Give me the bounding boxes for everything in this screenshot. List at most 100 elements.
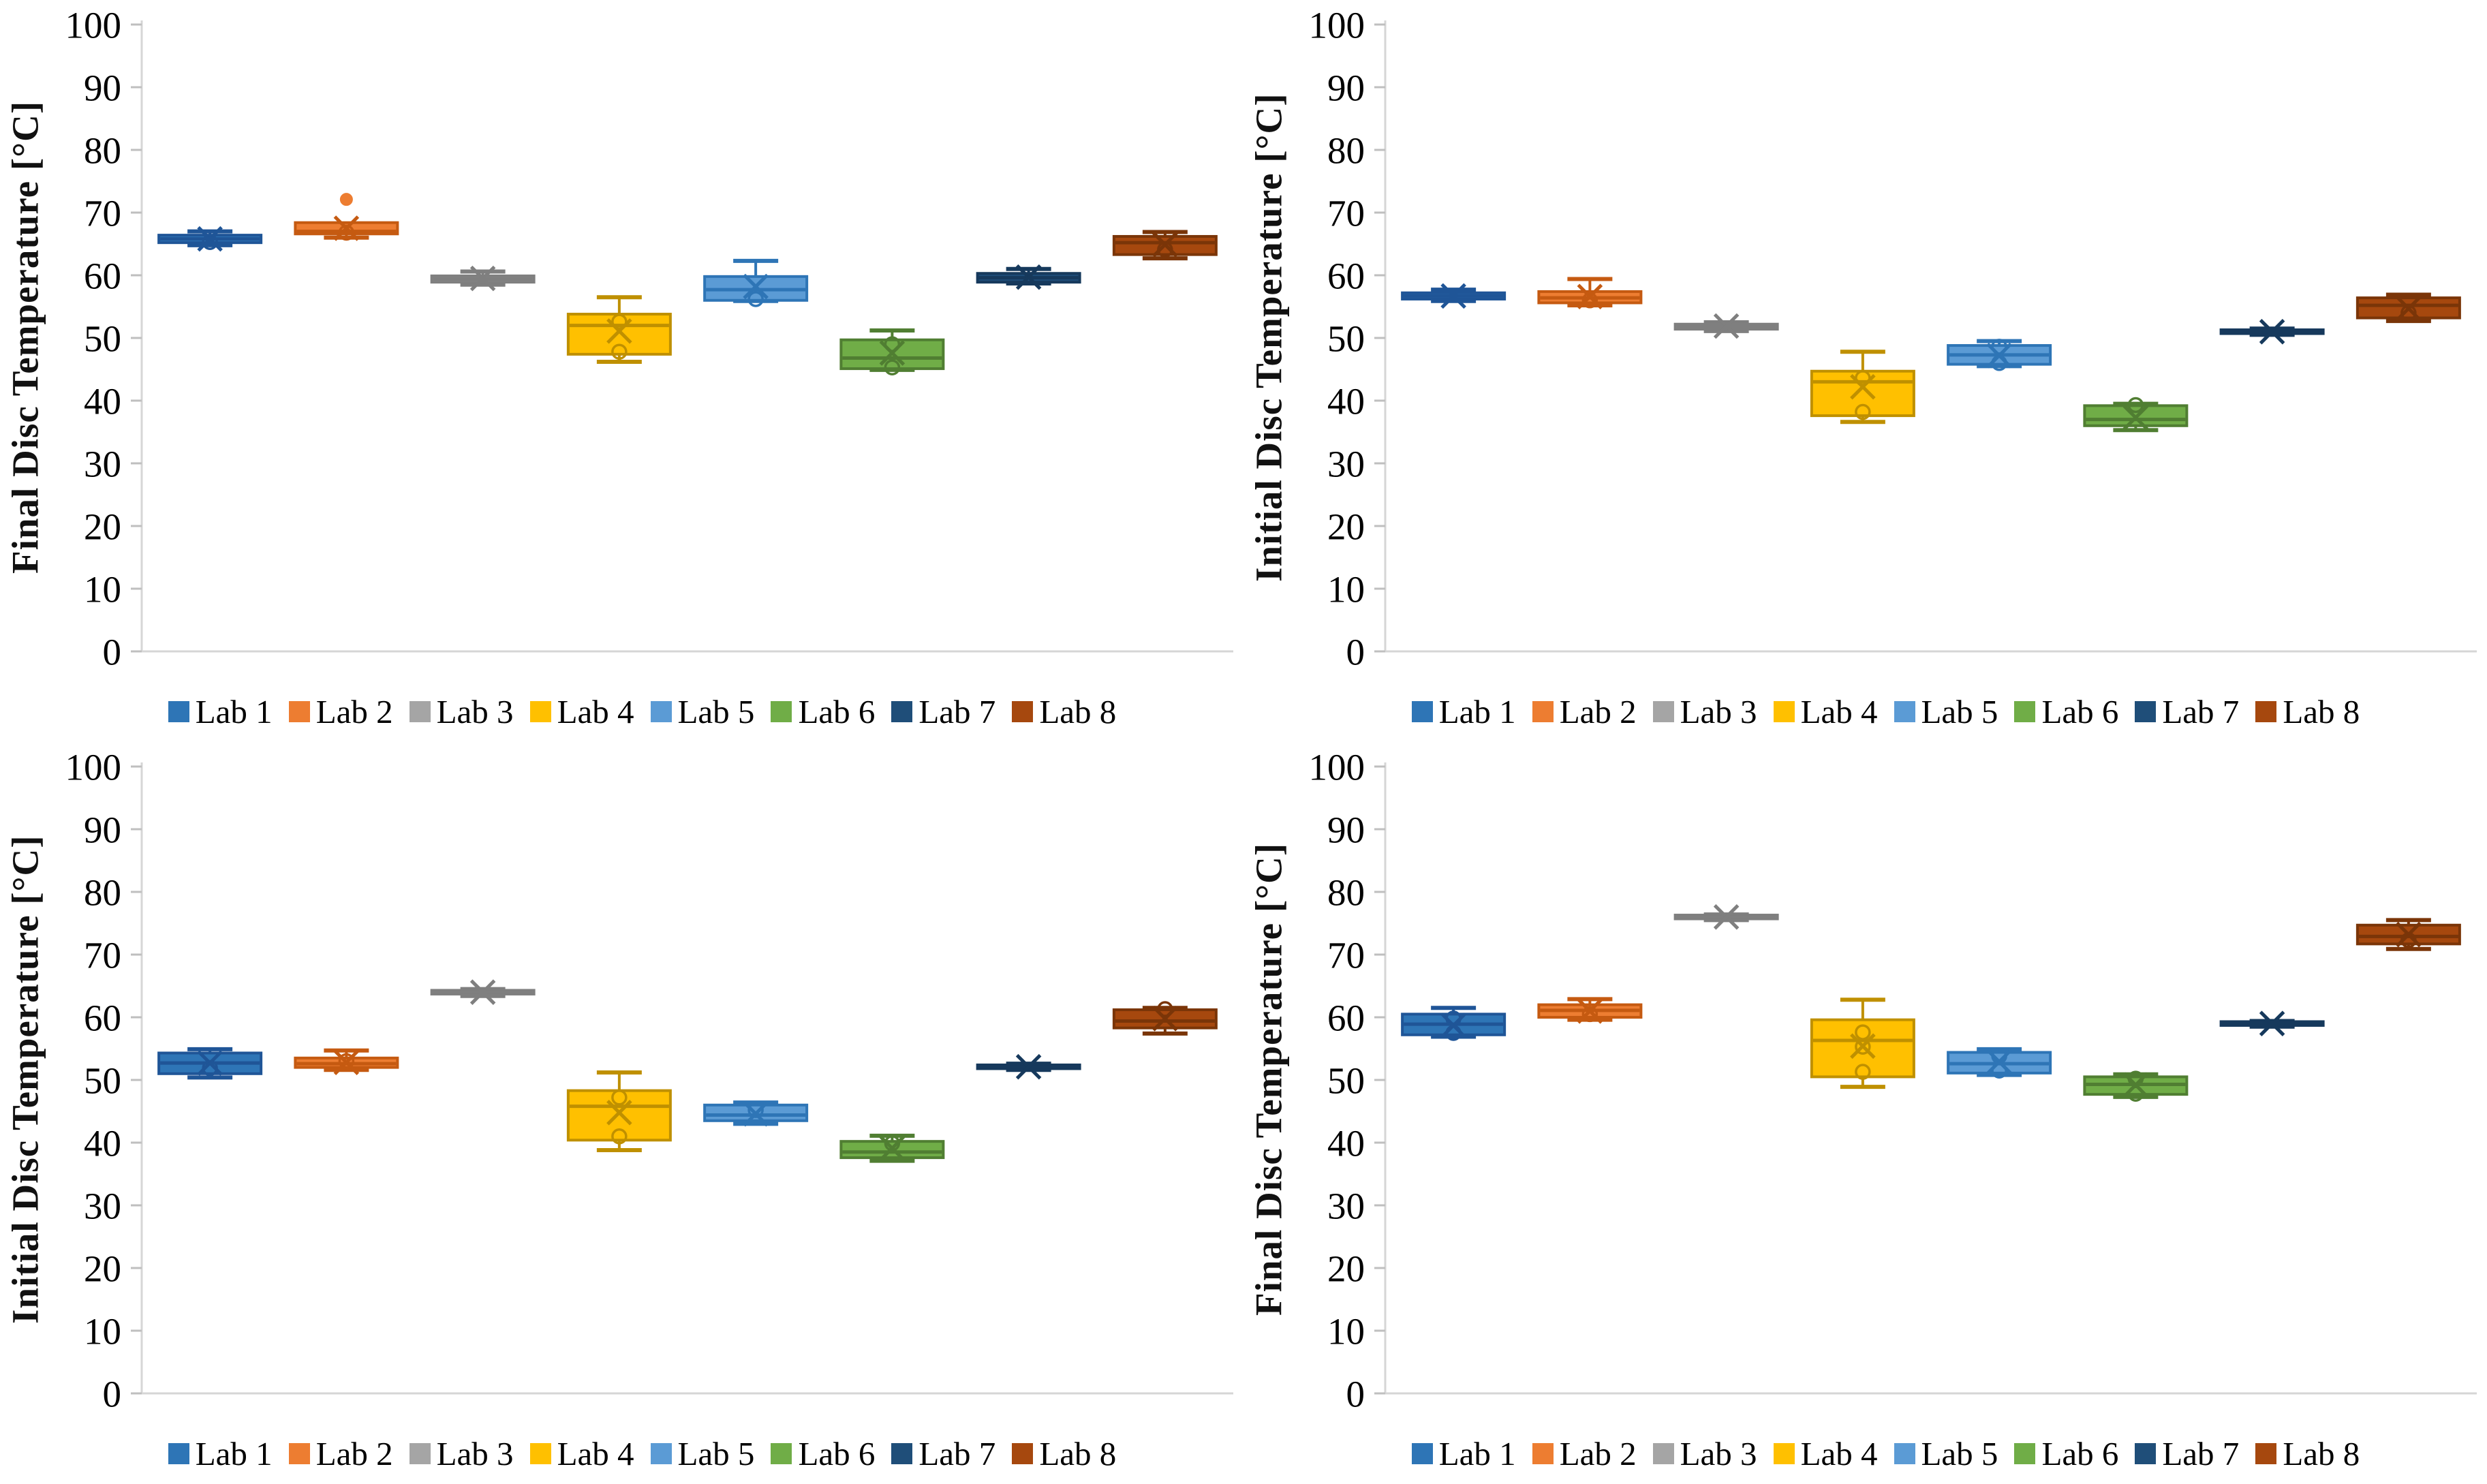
box-series-lab-6: [839, 328, 945, 375]
legend-color-swatch: [529, 1443, 551, 1464]
y-axis-title: Final Disc Temperature [°C]: [4, 100, 46, 574]
legend-item-lab-3: Lab 3: [1652, 1434, 1757, 1473]
box-series-lab-1: [1401, 283, 1507, 309]
legend-color-swatch: [409, 1443, 431, 1464]
data-point-circle: [1445, 1025, 1462, 1041]
legend-item-lab-5: Lab 5: [1894, 692, 1998, 731]
legend: Lab 1 Lab 2 Lab 3 Lab 4 Lab 5 Lab 6 Lab 7 Lab 8: [82, 692, 1203, 731]
data-point-circle: [2127, 397, 2144, 414]
y-tick-label: 100: [1309, 4, 1365, 46]
y-tick-label: 0: [103, 631, 122, 673]
legend-color-swatch: [1411, 1443, 1433, 1464]
legend-item-lab-2: Lab 2: [288, 1434, 393, 1473]
y-tick-label: 90: [1327, 809, 1365, 850]
legend-color-swatch: [1894, 1443, 1915, 1464]
y-tick-label: 30: [84, 1185, 121, 1226]
mean-x-marker: [1440, 283, 1466, 309]
mean-x-marker: [1713, 904, 1740, 930]
legend-item-lab-1: Lab 1: [1411, 1434, 1516, 1473]
data-point-circle: [2127, 1085, 2144, 1102]
outlier-point: [339, 193, 353, 206]
legend-item-lab-4: Lab 4: [1773, 692, 1878, 731]
y-tick-label: 70: [84, 192, 121, 234]
box-series-lab-6: [2083, 397, 2189, 433]
legend-item-lab-5: Lab 5: [1894, 1434, 1998, 1473]
y-tick-label: 20: [1327, 1248, 1365, 1289]
legend-item-lab-7: Lab 7: [891, 692, 995, 731]
legend-color-swatch: [409, 701, 431, 722]
data-point-circle: [202, 1060, 218, 1077]
y-tick-label: 100: [1309, 746, 1365, 788]
y-tick-label: 50: [84, 1060, 121, 1101]
legend-color-swatch: [1532, 1443, 1554, 1464]
legend-label: Lab 4: [557, 1435, 634, 1472]
y-tick-label: 40: [84, 380, 121, 422]
y-tick-label: 90: [84, 809, 121, 850]
y-tick-label: 90: [1327, 67, 1365, 108]
mean-x-marker: [197, 1050, 223, 1076]
legend-item-lab-6: Lab 6: [771, 1434, 875, 1473]
y-tick-label: 60: [1327, 997, 1365, 1038]
box-series-lab-3: [430, 265, 536, 292]
y-tick-label: 40: [84, 1122, 121, 1164]
legend-label: Lab 1: [195, 1435, 273, 1472]
legend-item-lab-7: Lab 7: [2135, 692, 2239, 731]
data-point-circle: [611, 1089, 628, 1106]
y-tick-label: 10: [84, 1310, 121, 1352]
y-axis-title: Initial Disc Temperature [°C]: [4, 835, 46, 1324]
legend-label: Lab 7: [918, 693, 996, 730]
legend-label: Lab 8: [1039, 693, 1117, 730]
y-axis-title: Initial Disc Temperature [°C]: [1248, 93, 1290, 582]
legend-label: Lab 6: [2041, 1435, 2119, 1472]
y-tick-label: 60: [1327, 255, 1365, 296]
y-tick-label: 0: [1346, 1373, 1365, 1415]
plot-svg: 0 10 20 30 40 50 60 70 80 90 100: [1309, 4, 2477, 673]
y-tick-label: 30: [1327, 1185, 1365, 1226]
mean-x-marker: [1577, 998, 1603, 1024]
legend-label: Lab 4: [557, 693, 634, 730]
box-series-lab-1: [157, 1047, 263, 1080]
legend-color-swatch: [1652, 701, 1674, 722]
chart-final-disc-temp-2: 0 10 20 30 40 50 60 70 80 90 100 Final Disc Temper…: [1244, 742, 2487, 1484]
legend-label: Lab 2: [1559, 693, 1637, 730]
legend-item-lab-2: Lab 2: [1532, 692, 1637, 731]
legend-label: Lab 6: [798, 1435, 876, 1472]
data-point-circle: [1991, 339, 2007, 355]
data-point-circle: [2400, 932, 2417, 948]
box-series-lab-1: [157, 226, 263, 252]
legend-color-swatch: [650, 1443, 672, 1464]
legend-color-swatch: [891, 1443, 913, 1464]
y-axis: 0 10 20 30 40 50 60 70 80 90 100: [1309, 4, 2477, 673]
plot-svg: 0 10 20 30 40 50 60 70 80 90 100: [65, 746, 1233, 1415]
data-point-circle: [1855, 403, 1871, 420]
box-series-lab-3: [1673, 313, 1779, 339]
data-point-circle: [1855, 370, 1871, 386]
legend-item-lab-5: Lab 5: [650, 692, 754, 731]
box-series-lab-3: [1673, 904, 1779, 930]
legend-label: Lab 5: [1921, 1435, 1998, 1472]
y-tick-label: 20: [1327, 506, 1365, 547]
data-point-circle: [1157, 241, 1173, 258]
legend-label: Lab 4: [1800, 693, 1878, 730]
legend-color-swatch: [288, 1443, 310, 1464]
mean-x-marker: [469, 979, 496, 1005]
legend-label: Lab 1: [195, 693, 273, 730]
box-series-lab-4: [1810, 998, 1915, 1089]
y-axis-title: Final Disc Temperature [°C]: [1248, 842, 1290, 1316]
legend-color-swatch: [2014, 1443, 2036, 1464]
legend: Lab 1 Lab 2 Lab 3 Lab 4 Lab 5 Lab 6 Lab 7 Lab 8: [1325, 1434, 2446, 1473]
legend-label: Lab 2: [315, 1435, 393, 1472]
data-point-circle: [1855, 1038, 1871, 1055]
box-series-lab-1: [1401, 1006, 1507, 1041]
mean-x-marker: [2396, 295, 2422, 322]
legend-label: Lab 2: [1559, 1435, 1637, 1472]
y-axis: 0 10 20 30 40 50 60 70 80 90 100: [65, 746, 1233, 1415]
mean-x-marker: [333, 1049, 360, 1076]
legend-label: Lab 3: [436, 1435, 514, 1472]
legend-item-lab-3: Lab 3: [1652, 692, 1757, 731]
legend-item-lab-1: Lab 1: [168, 1434, 273, 1473]
legend-item-lab-7: Lab 7: [891, 1434, 995, 1473]
legend-item-lab-1: Lab 1: [168, 692, 273, 731]
legend-label: Lab 8: [2283, 1435, 2360, 1472]
y-axis: 0 10 20 30 40 50 60 70 80 90 100: [65, 4, 1233, 673]
